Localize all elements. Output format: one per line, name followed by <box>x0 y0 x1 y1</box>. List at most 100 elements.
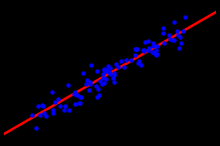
Point <box>95 70 99 72</box>
Point <box>112 81 115 83</box>
Point <box>56 98 60 100</box>
Point <box>135 48 138 50</box>
Point <box>154 54 158 57</box>
Point <box>142 50 146 52</box>
Point <box>67 108 70 111</box>
Point <box>179 41 183 44</box>
Point <box>73 91 77 93</box>
Point <box>103 69 106 71</box>
Point <box>161 32 165 34</box>
Point <box>100 82 104 85</box>
Point <box>146 48 149 51</box>
Point <box>51 109 55 111</box>
Point <box>66 84 70 86</box>
Point <box>97 94 100 96</box>
Point <box>114 63 118 65</box>
Point <box>81 72 84 74</box>
Point <box>51 91 54 93</box>
Point <box>133 47 137 50</box>
Point <box>101 73 104 75</box>
Point <box>139 64 142 66</box>
Point <box>151 42 155 45</box>
Point <box>75 94 79 96</box>
Point <box>176 30 179 32</box>
Point <box>152 52 155 54</box>
Point <box>45 114 48 117</box>
Point <box>161 27 165 29</box>
Point <box>84 82 87 85</box>
Point <box>88 80 92 83</box>
Point <box>143 41 147 43</box>
Point <box>102 82 106 85</box>
Point <box>181 30 184 32</box>
Point <box>167 33 170 36</box>
Point <box>37 105 40 107</box>
Point <box>106 65 110 67</box>
Point <box>90 64 93 66</box>
Point <box>116 66 119 68</box>
Point <box>95 96 99 98</box>
Point <box>124 59 127 61</box>
Point <box>101 77 104 79</box>
Point <box>169 38 172 40</box>
Point <box>163 42 166 45</box>
Point <box>172 39 176 41</box>
Point <box>123 66 126 68</box>
Point <box>146 40 149 42</box>
Point <box>172 38 175 41</box>
Point <box>102 67 105 70</box>
Point <box>31 113 34 116</box>
Point <box>178 47 181 49</box>
Point <box>52 112 55 115</box>
Point <box>53 101 57 103</box>
Point <box>38 114 42 117</box>
Point <box>112 74 116 77</box>
Point <box>155 53 159 55</box>
Point <box>136 61 140 64</box>
Point <box>72 93 76 95</box>
Point <box>112 77 115 79</box>
Point <box>152 45 155 48</box>
Point <box>108 67 112 69</box>
Point <box>95 85 98 87</box>
Point <box>108 72 112 75</box>
Point <box>99 80 102 82</box>
Point <box>58 105 62 107</box>
Point <box>85 78 89 81</box>
Point <box>177 34 180 36</box>
Point <box>88 83 92 85</box>
Point <box>156 45 159 47</box>
Point <box>183 16 186 18</box>
Point <box>105 78 108 80</box>
Point <box>136 48 139 51</box>
Point <box>147 47 151 49</box>
Point <box>42 112 46 114</box>
Point <box>77 102 81 105</box>
Point <box>104 68 107 71</box>
Point <box>34 127 38 129</box>
Point <box>87 89 91 92</box>
Point <box>78 102 82 104</box>
Point <box>79 96 83 98</box>
Point <box>142 49 146 51</box>
Point <box>178 36 182 39</box>
Point <box>42 105 45 107</box>
Point <box>96 88 100 90</box>
Point <box>103 70 107 72</box>
Point <box>150 51 154 53</box>
Point <box>119 60 123 62</box>
Point <box>112 72 116 74</box>
Point <box>62 109 66 111</box>
Point <box>40 104 44 106</box>
Point <box>64 105 67 107</box>
Point <box>107 71 110 73</box>
Point <box>137 60 140 62</box>
Point <box>73 103 77 105</box>
Point <box>133 54 136 56</box>
Point <box>104 68 108 71</box>
Point <box>141 49 144 51</box>
Point <box>129 59 133 61</box>
Point <box>172 21 176 23</box>
Point <box>154 49 158 52</box>
Point <box>78 96 82 98</box>
